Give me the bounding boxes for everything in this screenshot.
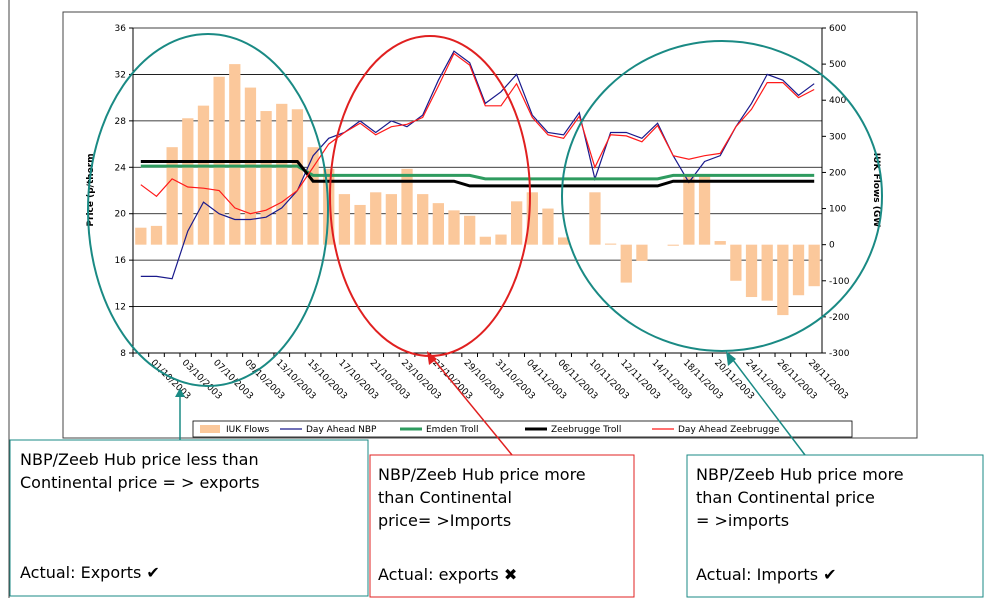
bar bbox=[792, 244, 805, 296]
y2-tick-label: 0 bbox=[829, 241, 835, 251]
callout-text: than Continental bbox=[378, 488, 512, 507]
bar bbox=[698, 176, 711, 245]
bar bbox=[542, 208, 554, 245]
arrow bbox=[429, 354, 513, 456]
y2-tick-label: 400 bbox=[829, 96, 846, 106]
legend-box bbox=[192, 420, 853, 438]
legend-label: Emden Troll bbox=[426, 425, 478, 435]
callout-actual: Actual: Imports ✔ bbox=[696, 565, 837, 584]
y-tick-label: 28 bbox=[115, 117, 127, 127]
y2-tick-label: -100 bbox=[829, 277, 850, 287]
arrows bbox=[175, 351, 806, 456]
bar bbox=[135, 227, 147, 245]
bar bbox=[636, 244, 648, 261]
line bbox=[140, 50, 815, 280]
callout-text: price= >Imports bbox=[378, 511, 511, 530]
arrow-head bbox=[427, 351, 437, 365]
callouts: NBP/Zeeb Hub price less than Continental … bbox=[20, 450, 904, 584]
bar bbox=[276, 103, 288, 245]
callout-text: NBP/Zeeb Hub price more bbox=[378, 465, 586, 484]
bar bbox=[448, 210, 460, 245]
bar bbox=[683, 174, 695, 245]
bar bbox=[714, 241, 726, 245]
bar bbox=[197, 105, 210, 245]
bar bbox=[479, 236, 491, 245]
y2-tick-label: -200 bbox=[829, 313, 850, 323]
ellipse-exports bbox=[87, 33, 329, 387]
bar bbox=[432, 203, 444, 245]
y-tick-label: 20 bbox=[115, 210, 127, 220]
callout-actual: Actual: Exports ✔ bbox=[20, 563, 160, 582]
line bbox=[140, 160, 815, 188]
bar bbox=[589, 192, 601, 245]
bar bbox=[511, 201, 523, 245]
legend-label: Day Ahead Zeebrugge bbox=[678, 425, 780, 435]
bar bbox=[338, 194, 351, 245]
bar bbox=[745, 244, 758, 298]
bar bbox=[182, 118, 194, 245]
bar bbox=[761, 244, 773, 301]
bar bbox=[385, 194, 398, 245]
y-axis-label: Price (p/therm bbox=[86, 153, 96, 226]
bar bbox=[291, 109, 304, 245]
bar bbox=[401, 168, 413, 245]
y-tick-label: 36 bbox=[115, 24, 127, 34]
y-tick-label: 16 bbox=[115, 256, 127, 266]
bar bbox=[150, 225, 163, 245]
bar bbox=[620, 244, 632, 283]
y2-tick-label: 300 bbox=[829, 132, 846, 142]
y-tick-label: 8 bbox=[120, 349, 126, 359]
arrow-head bbox=[726, 351, 736, 366]
bar bbox=[166, 147, 178, 245]
y2-axis-label: IUK Flows (GW bbox=[871, 153, 881, 227]
callout-box bbox=[9, 439, 369, 597]
y-tick-label: 24 bbox=[115, 163, 127, 173]
bar bbox=[417, 194, 429, 245]
callout-text: Continental price = > exports bbox=[20, 473, 260, 492]
bar bbox=[495, 234, 507, 245]
callout-text: NBP/Zeeb Hub price less than bbox=[20, 450, 259, 469]
arrow bbox=[729, 355, 806, 456]
y2-tick-label: 200 bbox=[829, 168, 846, 178]
bar bbox=[667, 244, 679, 246]
arrow-head bbox=[175, 388, 185, 397]
y2-tick-label: 100 bbox=[829, 205, 846, 215]
callout-actual: Actual: exports ✖ bbox=[378, 565, 517, 584]
callout-text: NBP/Zeeb Hub price more bbox=[696, 465, 904, 484]
bar bbox=[370, 192, 382, 245]
legend-label: Day Ahead NBP bbox=[306, 425, 377, 435]
callout-text: = >imports bbox=[696, 511, 789, 530]
bar bbox=[464, 215, 476, 245]
bar bbox=[777, 244, 789, 316]
ellipse-imports-right bbox=[561, 40, 883, 352]
line bbox=[140, 164, 815, 181]
y2-tick-label: 500 bbox=[829, 60, 846, 70]
y-tick-label: 12 bbox=[115, 303, 126, 313]
bar bbox=[808, 244, 820, 287]
legend-label: Zeebrugge Troll bbox=[551, 425, 621, 435]
bar bbox=[557, 237, 570, 245]
bar bbox=[354, 204, 366, 245]
callout-box bbox=[686, 454, 984, 598]
legend-swatch bbox=[200, 425, 220, 433]
callout-box bbox=[369, 454, 635, 598]
line bbox=[140, 52, 815, 215]
y2-tick-label: -300 bbox=[829, 349, 850, 359]
bar bbox=[730, 244, 742, 281]
bar bbox=[307, 147, 319, 245]
bar bbox=[229, 64, 241, 245]
y2-tick-label: 600 bbox=[829, 24, 846, 34]
bar bbox=[260, 111, 272, 245]
bar bbox=[604, 243, 617, 245]
legend-label: IUK Flows bbox=[226, 425, 270, 435]
y-tick-label: 32 bbox=[115, 70, 126, 80]
callout-text: than Continental price bbox=[696, 488, 875, 507]
bar bbox=[526, 192, 538, 245]
